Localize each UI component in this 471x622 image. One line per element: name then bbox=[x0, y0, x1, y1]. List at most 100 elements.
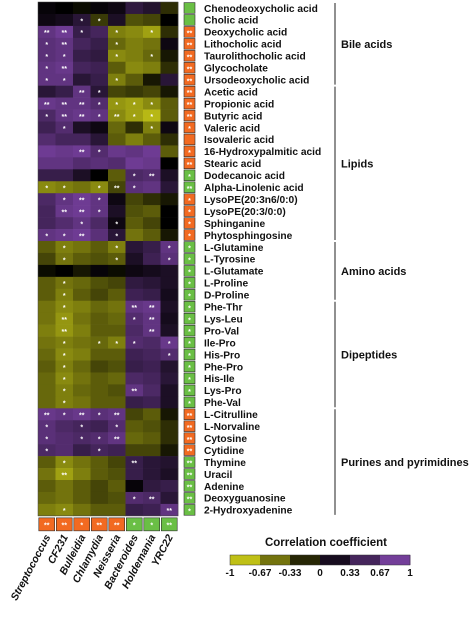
row-marker bbox=[183, 444, 196, 456]
heatmap-cell bbox=[73, 145, 91, 158]
legend-border bbox=[229, 554, 411, 566]
heatmap-cell bbox=[55, 49, 74, 63]
heatmap-cell bbox=[108, 456, 126, 469]
row-marker-star: ** bbox=[187, 66, 193, 73]
heatmap-cell bbox=[125, 408, 144, 421]
significance-star: * bbox=[168, 353, 171, 360]
heatmap-cell bbox=[90, 384, 109, 397]
heatmap-cell bbox=[143, 336, 161, 349]
heatmap-cell bbox=[108, 85, 126, 98]
row-marker bbox=[183, 181, 196, 193]
significance-star: * bbox=[115, 425, 118, 432]
heatmap-cell bbox=[143, 420, 161, 433]
legend-color-bar bbox=[229, 554, 411, 566]
significance-star: * bbox=[133, 496, 136, 503]
heatmap-cell bbox=[55, 85, 74, 98]
heatmap-cell bbox=[160, 157, 179, 170]
heatmap-cell bbox=[90, 324, 109, 337]
heatmap-cell bbox=[90, 468, 109, 481]
column-marker bbox=[161, 517, 178, 532]
heatmap-cell bbox=[90, 372, 109, 385]
heatmap-cell bbox=[143, 25, 161, 39]
significance-star: * bbox=[45, 233, 48, 240]
heatmap-cell bbox=[125, 252, 144, 266]
heatmap-cell bbox=[38, 97, 56, 110]
row-marker-star: ** bbox=[187, 114, 193, 121]
significance-star: ** bbox=[114, 186, 120, 193]
significance-star: ** bbox=[62, 66, 68, 73]
heatmap-cell bbox=[55, 480, 74, 493]
heatmap-cell bbox=[55, 456, 74, 469]
heatmap-cell bbox=[90, 348, 109, 361]
heatmap-cell bbox=[125, 432, 144, 445]
row-marker-star: * bbox=[188, 150, 191, 157]
heatmap-cell bbox=[55, 288, 74, 302]
heatmap-cell bbox=[160, 312, 179, 325]
column-marker bbox=[73, 517, 91, 532]
heatmap-cell bbox=[143, 61, 161, 74]
row-marker-star: * bbox=[188, 246, 191, 253]
row-marker bbox=[183, 456, 196, 468]
heatmap-cell bbox=[90, 145, 109, 158]
row-marker bbox=[183, 372, 196, 385]
heatmap-cell bbox=[73, 264, 91, 278]
significance-star: * bbox=[80, 425, 83, 432]
row-marker bbox=[183, 348, 196, 361]
significance-star: * bbox=[98, 437, 101, 444]
row-marker bbox=[183, 62, 196, 74]
row-marker bbox=[183, 217, 196, 229]
significance-star: * bbox=[98, 341, 101, 348]
heatmap-cell bbox=[38, 73, 56, 86]
heatmap-cell bbox=[125, 360, 144, 373]
heatmap-cell bbox=[38, 109, 56, 122]
metabolite-label: L-Tyrosine bbox=[204, 255, 256, 266]
heatmap-cell bbox=[73, 396, 91, 409]
row-marker bbox=[183, 193, 196, 205]
row-marker bbox=[183, 301, 196, 313]
heatmap-cell bbox=[55, 276, 74, 290]
significance-star: ** bbox=[79, 209, 85, 216]
heatmap-cell bbox=[160, 109, 179, 122]
heatmap-cell bbox=[143, 37, 161, 51]
group-label: Lipids bbox=[341, 158, 373, 170]
row-marker-star: * bbox=[188, 353, 191, 360]
heatmap-cell bbox=[125, 97, 144, 110]
heatmap-cell bbox=[38, 264, 56, 278]
row-marker-star: ** bbox=[187, 461, 193, 468]
heatmap-cell bbox=[125, 348, 144, 361]
heatmap-cell bbox=[108, 133, 126, 146]
heatmap-cell bbox=[73, 324, 91, 337]
significance-star: ** bbox=[149, 329, 155, 336]
metabolite-label: Propionic acid bbox=[204, 99, 274, 110]
legend-segment bbox=[290, 555, 321, 565]
heatmap-cell bbox=[143, 252, 161, 266]
heatmap-cell bbox=[160, 336, 179, 349]
heatmap-cell bbox=[90, 193, 109, 206]
heatmap-cell bbox=[73, 13, 91, 27]
heatmap-cell bbox=[160, 145, 179, 158]
metabolite-label: Glycocholate bbox=[204, 64, 268, 75]
heatmap-cell bbox=[90, 73, 109, 86]
row-marker bbox=[183, 492, 196, 504]
heatmap-cell bbox=[38, 432, 56, 445]
heatmap-cell bbox=[108, 169, 126, 182]
heatmap-cell bbox=[125, 37, 144, 51]
heatmap-cell bbox=[143, 157, 161, 170]
heatmap-cell bbox=[55, 384, 74, 397]
heatmap-cell bbox=[143, 193, 161, 206]
heatmap-cell bbox=[38, 456, 56, 469]
significance-star: * bbox=[63, 126, 66, 133]
heatmap-cell bbox=[125, 157, 144, 170]
heatmap-cell bbox=[90, 37, 109, 51]
heatmap-cell bbox=[55, 468, 74, 481]
heatmap-cell bbox=[160, 503, 179, 517]
row-marker-star: ** bbox=[187, 78, 193, 85]
heatmap-cell bbox=[73, 288, 91, 302]
significance-star: ** bbox=[79, 198, 85, 205]
row-marker-star: * bbox=[188, 258, 191, 265]
row-marker-star: * bbox=[188, 269, 191, 276]
heatmap-cell bbox=[108, 121, 126, 134]
heatmap-cell bbox=[73, 121, 91, 134]
significance-star: * bbox=[115, 221, 118, 228]
significance-star: ** bbox=[149, 317, 155, 324]
